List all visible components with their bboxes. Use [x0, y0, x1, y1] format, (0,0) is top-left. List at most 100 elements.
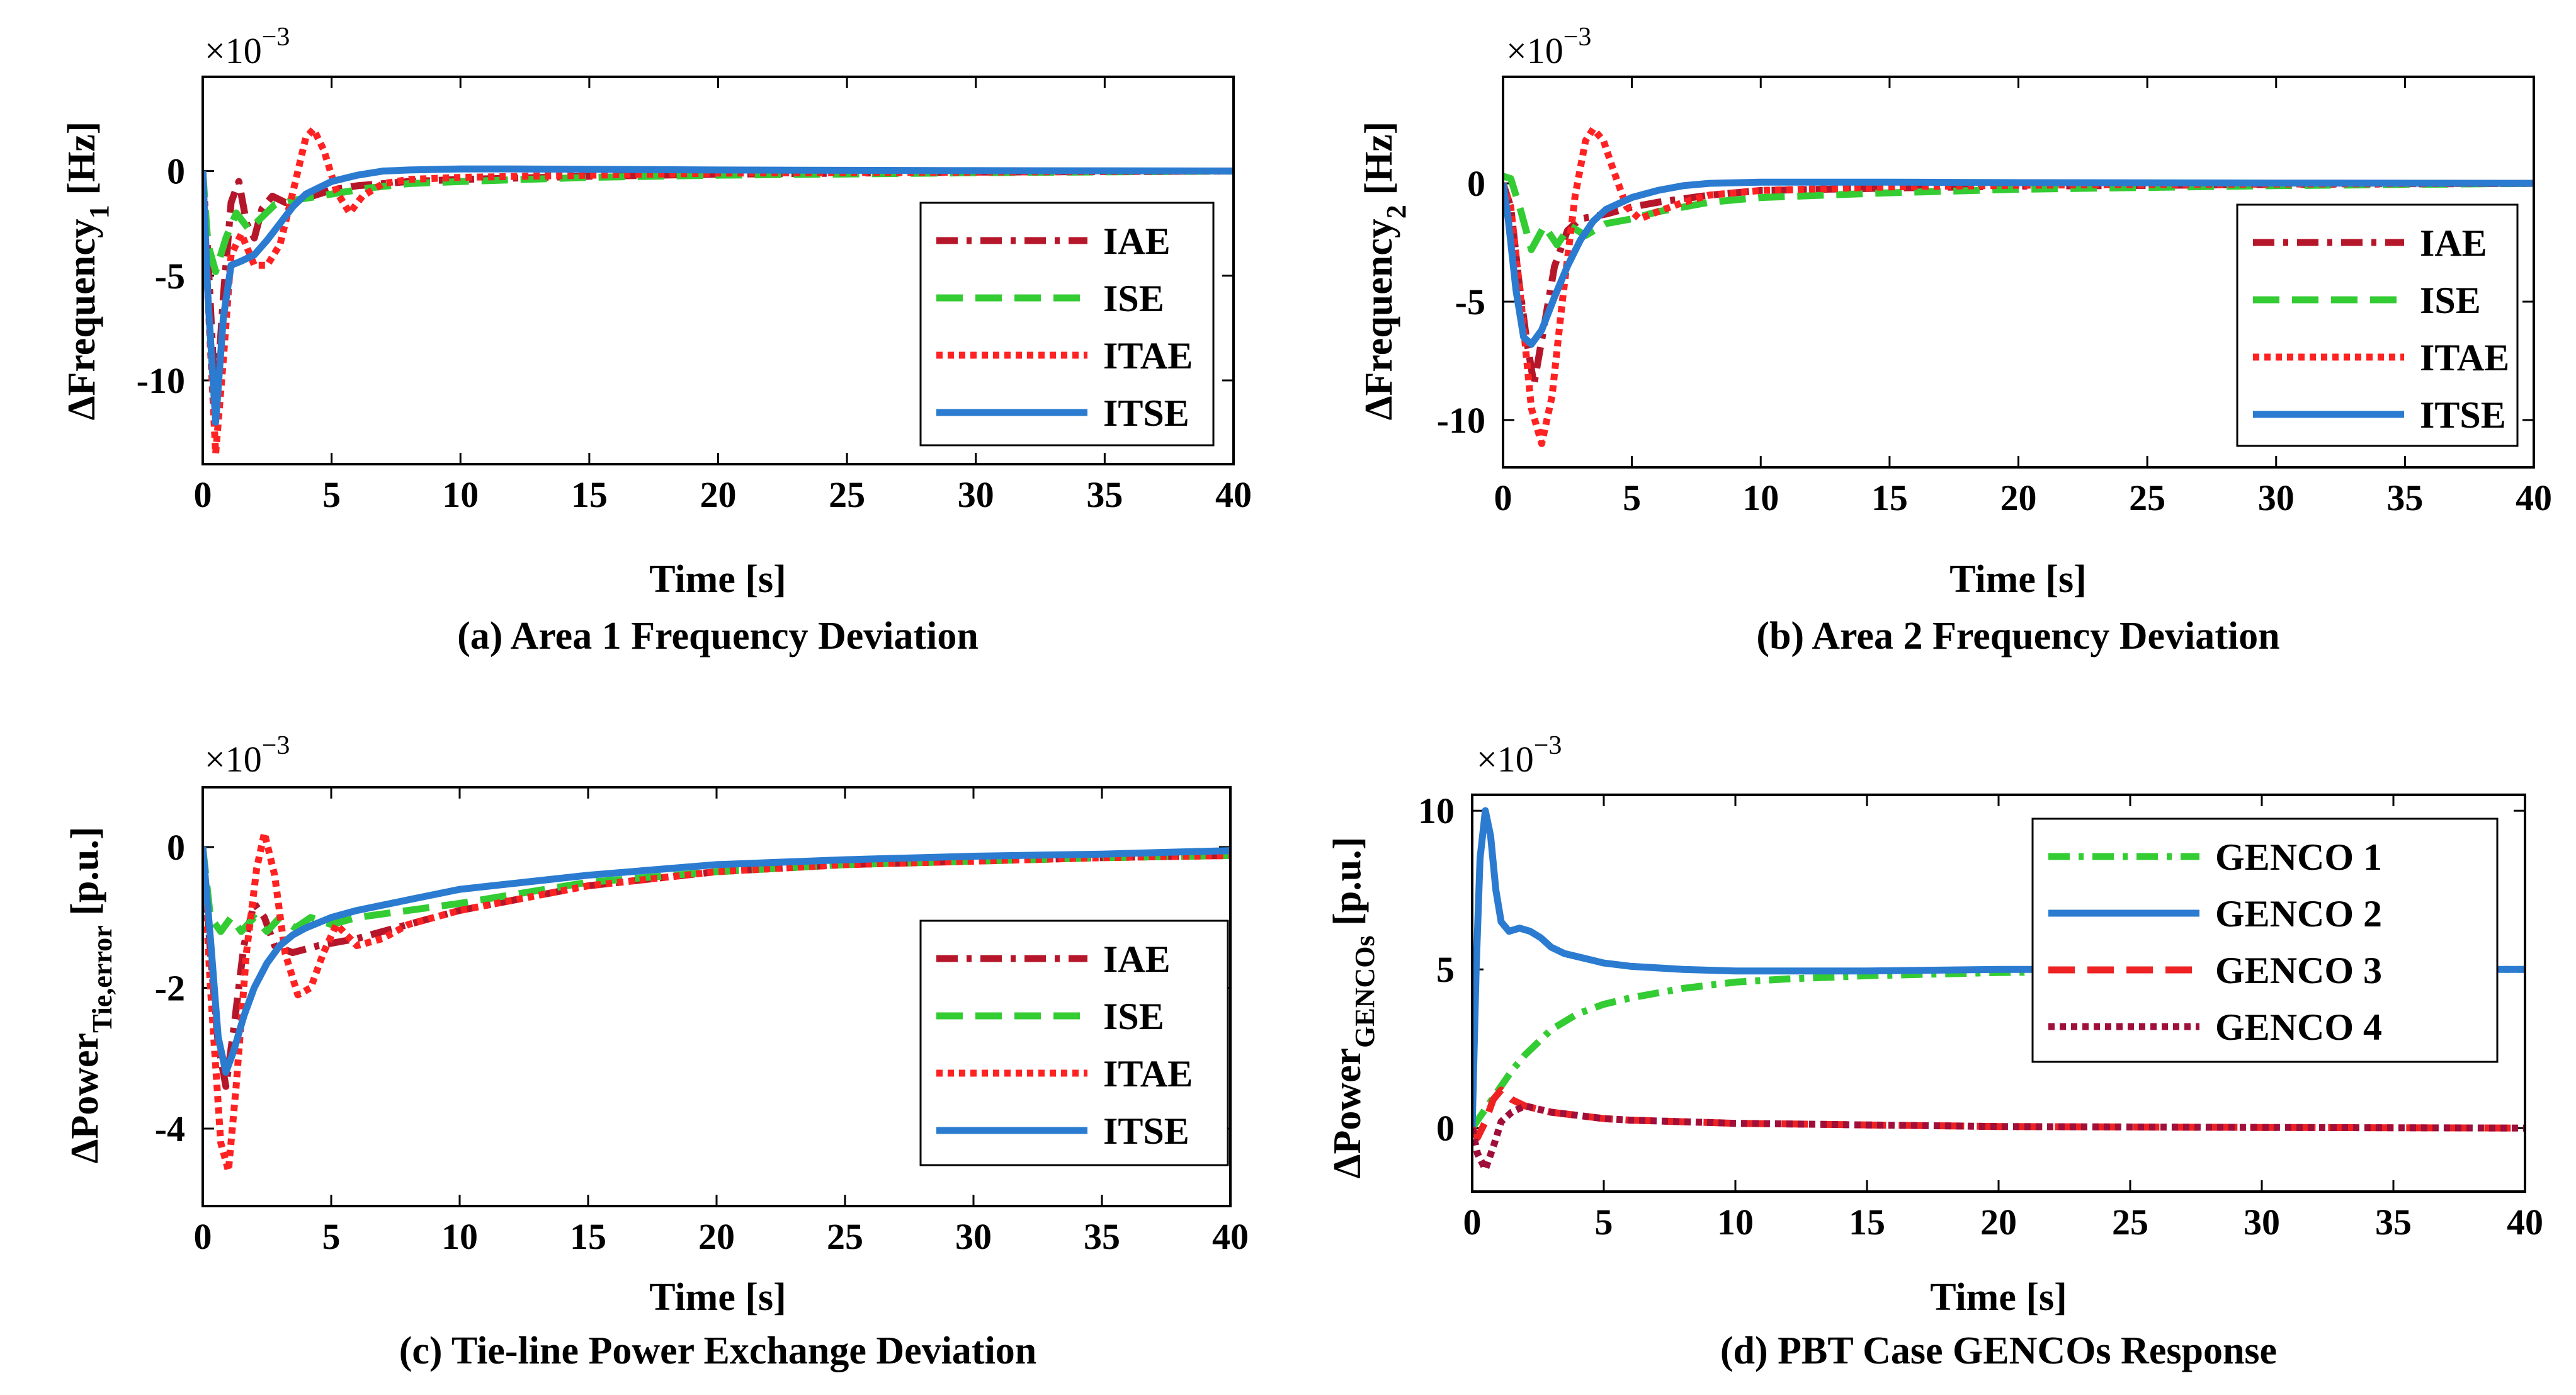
x-tick-label: 5 [1595, 1202, 1613, 1243]
legend-a: IAE ISE ITAE ITSE [919, 202, 1215, 447]
legend-label: ISE [1103, 996, 1164, 1037]
y-tick-label: -4 [155, 1108, 185, 1149]
x-tick-label: 30 [958, 474, 994, 515]
x-tick-label: 10 [441, 1216, 478, 1257]
x-tick-label: 35 [1084, 1216, 1120, 1257]
x-tick-label: 15 [1849, 1202, 1885, 1243]
x-tick-label: 35 [2375, 1202, 2412, 1243]
y-axis-label-b: ΔFrequency2 [Hz] [1358, 122, 1412, 421]
y-tick-label: 0 [1467, 163, 1485, 204]
y-tick-label: 0 [167, 827, 185, 868]
y-tick-label: 5 [1436, 949, 1455, 990]
legend-label: ITSE [1103, 1110, 1189, 1152]
x-axis-label-a: Time [s] [649, 558, 786, 601]
x-tick-label: 35 [1086, 474, 1123, 515]
legend-c: IAE ISE ITAE ITSE [919, 920, 1229, 1166]
multiplier-d: ×10−3 [1477, 731, 1562, 780]
series-line-iae [203, 168, 1234, 416]
legend-label: IAE [1103, 938, 1171, 980]
x-tick-label: 5 [322, 474, 341, 515]
x-tick-label: 20 [700, 474, 737, 515]
x-tick-label: 25 [829, 474, 865, 515]
y-tick-label: -2 [155, 968, 185, 1009]
y-axis-label-c: ΔPowerTie,error [p.u.] [64, 827, 118, 1164]
x-tick-label: 15 [570, 1216, 606, 1257]
x-tick-label: 0 [1494, 477, 1512, 518]
x-tick-label: 0 [194, 1216, 212, 1257]
legend-b: IAE ISE ITAE ITSE [2236, 203, 2519, 447]
x-tick-label: 10 [1717, 1202, 1754, 1243]
x-tick-label: 10 [442, 474, 479, 515]
legend-label: GENCO 1 [2215, 836, 2382, 878]
x-tick-label: 0 [194, 474, 212, 515]
x-tick-label: 15 [571, 474, 608, 515]
x-tick-label: 40 [2516, 477, 2552, 518]
x-tick-label: 25 [827, 1216, 863, 1257]
legend-label: ITSE [2420, 394, 2506, 436]
y-tick-label: 10 [1418, 790, 1455, 831]
y-axis-label-a: ΔFrequency1 [Hz] [60, 122, 115, 421]
x-tick-label: 35 [2386, 477, 2423, 518]
x-tick-label: 40 [2507, 1202, 2543, 1243]
legend-label: IAE [1103, 220, 1171, 262]
panel-d: ×10−3 ΔPowerGENCOs [p.u.] 0 5 10 15 20 25 30 35… [1326, 731, 2543, 1372]
x-axis-label-d: Time [s] [1930, 1276, 2067, 1319]
y-axis-label-d: ΔPowerGENCOs [p.u.] [1326, 837, 1380, 1179]
x-tick-label: 30 [955, 1216, 992, 1257]
series-line-itse [203, 165, 1234, 426]
panel-c: ×10−3 ΔPowerTie,error [p.u.] 0 5 10 15 20 25 3… [64, 731, 1249, 1372]
panel-a: ×10−3 ΔFrequency1 [Hz] 0 5 10 15 20 25 30 35 40 0… [60, 23, 1252, 658]
x-axis-label-c: Time [s] [649, 1276, 786, 1319]
series-line-ise [203, 846, 1230, 935]
svg-text:ΔPowerGENCOs [p.u.]: ΔPowerGENCOs [p.u.] [1326, 837, 1380, 1179]
x-tick-label: 25 [2129, 477, 2165, 518]
series-line-ise [1503, 173, 2534, 253]
svg-text:ΔFrequency2 [Hz]: ΔFrequency2 [Hz] [1358, 122, 1412, 421]
x-tick-label: 30 [2244, 1202, 2280, 1243]
series-line-genco-4 [1472, 1102, 2525, 1173]
legend-label: ITAE [1103, 335, 1193, 377]
series-line-itae [203, 829, 1230, 1175]
x-tick-label: 0 [1463, 1202, 1482, 1243]
multiplier-b: ×10−3 [1506, 23, 1591, 71]
caption-b: (b) Area 2 Frequency Deviation [1756, 615, 2279, 658]
y-tick-label: -5 [155, 256, 185, 297]
svg-text:ΔPowerTie,error [p.u.]: ΔPowerTie,error [p.u.] [64, 827, 118, 1164]
series-line-itse [1503, 178, 2534, 348]
plot-frame-c [201, 786, 1232, 1207]
legend-label: ISE [1103, 278, 1164, 319]
plot-frame-b [1502, 76, 2535, 469]
legend-label: IAE [2420, 222, 2487, 264]
multiplier-c: ×10−3 [205, 731, 290, 780]
x-axis-label-b: Time [s] [1949, 558, 2087, 601]
y-tick-label: 0 [167, 151, 185, 192]
multiplier-a: ×10−3 [205, 23, 290, 71]
series-line-itse [203, 846, 1230, 1076]
y-tick-label: -5 [1455, 282, 1485, 322]
x-tick-label: 5 [1623, 477, 1641, 518]
plot-frame-a [201, 76, 1235, 465]
x-tick-label: 40 [1215, 474, 1252, 515]
caption-c: (c) Tie-line Power Exchange Deviation [399, 1330, 1037, 1372]
x-tick-label: 20 [2000, 477, 2037, 518]
legend-label: ISE [2420, 280, 2481, 321]
x-tick-label: 5 [322, 1216, 341, 1257]
y-tick-label: 0 [1436, 1108, 1455, 1149]
x-tick-label: 20 [1980, 1202, 2017, 1243]
y-tick-label: -10 [137, 360, 185, 401]
x-tick-label: 40 [1212, 1216, 1249, 1257]
x-tick-label: 20 [698, 1216, 735, 1257]
legend-label: GENCO 4 [2215, 1006, 2382, 1048]
x-tick-label: 10 [1742, 477, 1779, 518]
legend-label: GENCO 2 [2215, 893, 2382, 935]
legend-label: ITAE [2420, 337, 2509, 379]
legend-d: GENCO 1 GENCO 2 GENCO 3 GENCO 4 [2031, 817, 2499, 1063]
x-tick-label: 15 [1871, 477, 1908, 518]
panel-b: ×10−3 ΔFrequency2 [Hz] 0 5 10 15 20 25 30 35 40 0… [1358, 23, 2552, 658]
legend-label: GENCO 3 [2215, 950, 2382, 991]
y-tick-label: -10 [1437, 400, 1485, 441]
x-tick-label: 30 [2258, 477, 2295, 518]
series-line-genco-2 [1472, 807, 2525, 1129]
svg-text:ΔFrequency1 [Hz]: ΔFrequency1 [Hz] [60, 122, 115, 421]
